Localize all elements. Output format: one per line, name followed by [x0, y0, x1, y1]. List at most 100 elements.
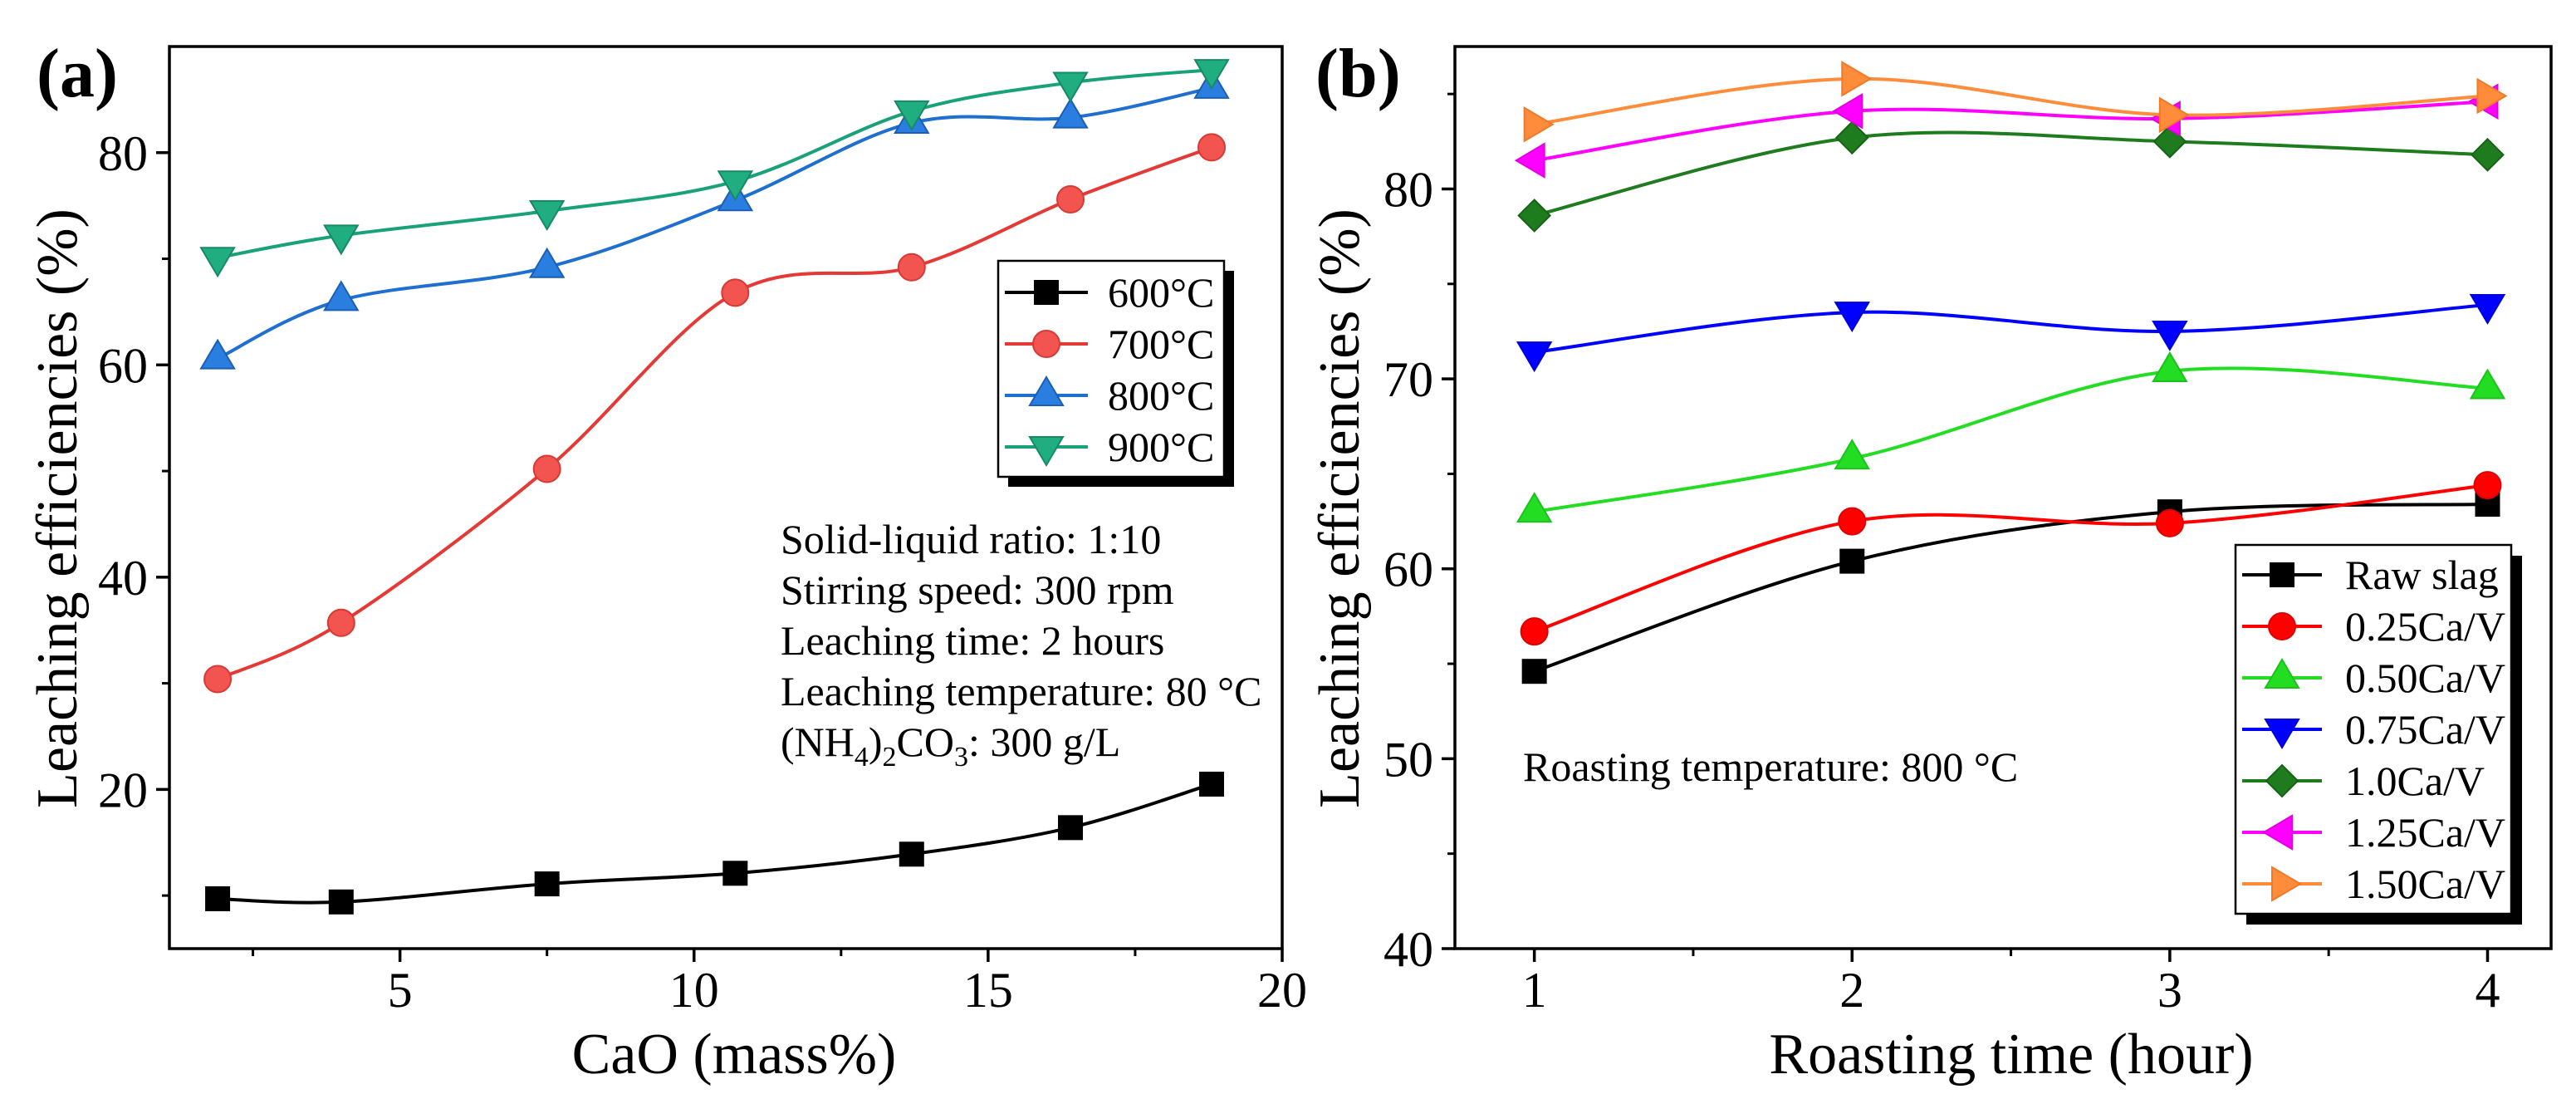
formula-part: (NH [781, 719, 855, 765]
y-tick-label: 80 [1383, 162, 1433, 217]
roasting-conditions-note: Roasting temperature: 800 °C [1523, 743, 2018, 790]
data-point-900-c [717, 170, 754, 202]
y-axis-title: Leaching efficiencies (%) [26, 208, 90, 808]
series-line-0-75ca-v [1532, 302, 2490, 355]
note-line-roasting-temperature: Roasting temperature: 800 °C [1523, 743, 2018, 790]
series-0-75ca-v [1516, 293, 2506, 373]
plot-frame [168, 45, 1284, 950]
data-point-1-50ca-v [1841, 61, 1873, 97]
legend-label: 700°C [1108, 321, 1214, 367]
data-point-700-c [203, 665, 233, 694]
series-900-c [199, 59, 1230, 278]
x-tick-label: 4 [2475, 963, 2500, 1018]
series-line-1-25ca-v [1532, 100, 2490, 163]
legend-entry-raw-slag: Raw slag [2242, 552, 2499, 598]
data-point-600-c [722, 861, 748, 886]
legend-marker-0-50ca-v [2264, 658, 2300, 689]
legend-entry-700-c: 700°C [1005, 321, 1214, 367]
data-point-raw-slag [1839, 548, 1865, 574]
data-point-900-c [1193, 59, 1230, 91]
data-point-900-c [894, 100, 930, 131]
formula-part: CO [897, 719, 954, 765]
y-axis: 40 50 60 70 80 [1383, 92, 1455, 977]
panel-a: (a) Leaching efficiencies (%) CaO (mass%… [26, 35, 1307, 1087]
series-line-0-25ca-v [1532, 483, 2490, 634]
series-0-25ca-v [1520, 471, 2502, 646]
data-point-0-50ca-v [2152, 351, 2188, 382]
legend-label: 800°C [1108, 372, 1214, 419]
series-1-50ca-v [1523, 61, 2508, 143]
data-point-1-50ca-v [2158, 96, 2190, 134]
data-point-700-c [1197, 133, 1227, 162]
legend-label: 900°C [1108, 424, 1214, 470]
data-point-700-c [721, 278, 750, 307]
series-700-c [203, 133, 1227, 694]
data-point-900-c [1052, 71, 1089, 103]
data-point-1-50ca-v [2476, 77, 2508, 115]
legend-marker-700-c [1032, 330, 1060, 358]
y-tick-label: 70 [1383, 352, 1433, 407]
data-point-0-75ca-v [1834, 302, 1871, 333]
legend-marker-0-25ca-v [2268, 612, 2296, 640]
series-0-50ca-v [1516, 351, 2506, 523]
data-point-700-c [897, 253, 926, 282]
data-point-0-25ca-v [2473, 471, 2502, 500]
x-tick-label: 20 [1257, 963, 1307, 1018]
data-point-600-c [899, 841, 924, 867]
note-line-stirring-speed: Stirring speed: 300 rpm [781, 567, 1174, 613]
legend: Raw slag 0.25Ca/V 0.50Ca/V 0.75Ca/V 1.0Ca/V 1… [2234, 543, 2522, 925]
formula-subscript: 3 [954, 742, 968, 773]
legend-label: 600°C [1108, 269, 1214, 316]
data-point-600-c [534, 871, 560, 897]
data-point-900-c [528, 200, 566, 232]
legend-entry-800-c: 800°C [1005, 372, 1214, 419]
data-point-1-0ca-v [1517, 199, 1552, 233]
data-point-900-c [199, 247, 236, 278]
legend-marker-1-50ca-v [2271, 866, 2302, 902]
data-point-0-75ca-v [2469, 293, 2506, 325]
legend-marker-1-0ca-v [2265, 763, 2299, 798]
data-point-1-25ca-v [1514, 142, 1545, 179]
formula-part: ) [869, 719, 883, 765]
x-tick-label: 1 [1522, 963, 1547, 1018]
experimental-conditions-note: Solid-liquid ratio: 1:10 Stirring speed:… [781, 516, 1262, 773]
data-point-600-c [1058, 815, 1084, 841]
legend-marker-900-c [1028, 436, 1065, 467]
legend-entry-0-50ca-v: 0.50Ca/V [2242, 655, 2505, 701]
legend-marker-raw-slag [2270, 562, 2294, 587]
series-line-1-50ca-v [1532, 76, 2490, 126]
y-axis-title: Leaching efficiencies (%) [1308, 208, 1372, 808]
note-line-reagent-concentration: (NH4)2CO3: 300 g/L [781, 719, 1120, 773]
data-point-0-75ca-v [2152, 320, 2188, 351]
y-tick-label: 60 [1383, 542, 1433, 597]
note-line-leaching-time: Leaching time: 2 hours [781, 617, 1164, 664]
legend-entry-0-75ca-v: 0.75Ca/V [2242, 706, 2505, 753]
legend-entry-900-c: 900°C [1005, 424, 1214, 470]
panel-label-b: (b) [1315, 35, 1401, 112]
x-axis: 1 2 3 4 [1522, 949, 2500, 1018]
data-series [1514, 61, 2508, 684]
legend-entry-1-50ca-v: 1.50Ca/V [2242, 861, 2505, 907]
y-tick-label: 60 [98, 338, 148, 393]
legend-label: 0.50Ca/V [2345, 655, 2505, 701]
legend-label: 1.25Ca/V [2345, 809, 2505, 856]
note-line-leaching-temperature: Leaching temperature: 80 °C [781, 668, 1262, 714]
formula-subscript: 4 [855, 742, 869, 773]
data-point-raw-slag [1521, 659, 1547, 684]
legend-entry-1-25ca-v: 1.25Ca/V [2242, 809, 2505, 856]
legend-entry-600-c: 600°C [1005, 269, 1214, 316]
y-tick-label: 40 [98, 551, 148, 606]
series-600-c [205, 771, 1225, 915]
data-point-0-50ca-v [2469, 368, 2506, 400]
data-point-0-50ca-v [1516, 492, 1553, 523]
data-point-0-25ca-v [2155, 508, 2184, 537]
y-axis: 20 40 60 80 [98, 126, 169, 897]
legend-label: 1.0Ca/V [2345, 758, 2485, 804]
x-axis-title: Roasting time (hour) [1769, 1023, 2253, 1087]
data-point-0-25ca-v [1838, 507, 1867, 536]
legend-marker-0-75ca-v [2264, 719, 2300, 749]
data-point-1-0ca-v [2471, 137, 2505, 172]
data-point-800-c [323, 280, 360, 312]
panel-label-a: (a) [37, 35, 118, 112]
